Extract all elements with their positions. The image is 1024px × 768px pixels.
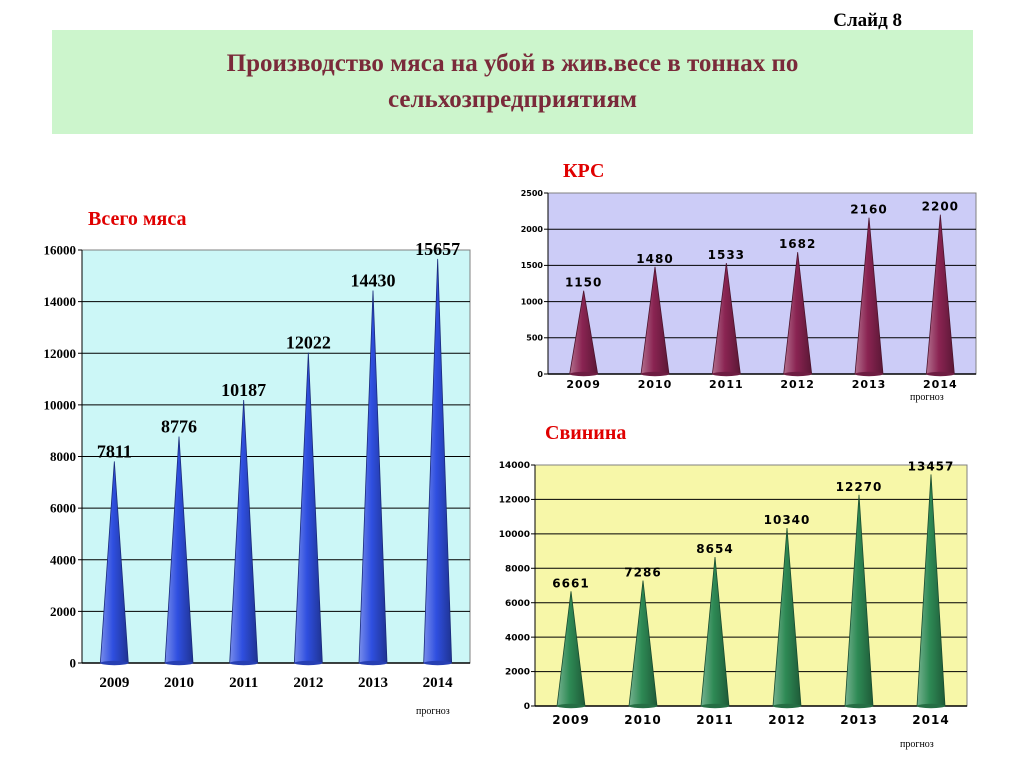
x-tick-label: 2011	[229, 675, 258, 691]
bar-base	[855, 371, 883, 377]
y-tick-label: 0	[70, 656, 77, 671]
y-tick-label: 1500	[521, 261, 544, 270]
bar-base	[629, 703, 657, 709]
x-tick-label: 2010	[638, 378, 673, 391]
y-tick-label: 14000	[44, 294, 77, 309]
y-tick-label: 6000	[50, 501, 76, 516]
y-tick-label: 1000	[521, 297, 544, 306]
data-label: 1682	[779, 237, 816, 251]
data-label: 7286	[624, 566, 661, 580]
y-tick-label: 8000	[50, 449, 76, 464]
forecast-note-total: прогноз	[416, 706, 450, 717]
bar-base	[100, 660, 129, 666]
bar-base	[641, 371, 669, 377]
y-tick-label: 500	[526, 334, 543, 343]
x-tick-label: 2012	[768, 713, 805, 727]
data-label: 2200	[922, 200, 959, 214]
y-tick-label: 14000	[499, 461, 530, 471]
y-tick-label: 0	[537, 370, 543, 379]
x-tick-label: 2009	[566, 378, 601, 391]
y-tick-label: 2500	[521, 189, 544, 198]
y-tick-label: 10000	[499, 530, 530, 540]
data-label: 8654	[696, 542, 733, 556]
data-label: 10340	[764, 513, 811, 527]
bar-base	[845, 703, 873, 709]
data-label: 7811	[97, 441, 132, 461]
page-title: Производство мяса на убой в жив.весе в т…	[226, 50, 799, 113]
x-tick-label: 2014	[423, 675, 454, 691]
bar-base	[712, 371, 741, 377]
x-tick-label: 2010	[624, 713, 661, 727]
chart-title-cattle: КРС	[563, 160, 605, 182]
data-label: 10187	[221, 380, 266, 400]
x-tick-label: 2010	[164, 675, 194, 691]
data-label: 1533	[708, 248, 745, 262]
bar-base	[294, 660, 323, 666]
y-tick-label: 12000	[44, 346, 77, 361]
bar-base	[783, 371, 812, 377]
y-tick-label: 0	[524, 702, 530, 712]
bar-base	[917, 703, 945, 709]
x-tick-label: 2013	[358, 675, 388, 691]
plot-area	[547, 192, 977, 375]
x-tick-label: 2013	[852, 378, 887, 391]
y-tick-label: 4000	[505, 633, 530, 643]
y-tick-label: 2000	[50, 604, 76, 619]
bar-base	[569, 371, 598, 377]
y-tick-label: 10000	[44, 397, 77, 412]
bar-base	[773, 703, 801, 709]
slide-number: Слайд 8	[833, 10, 902, 31]
x-tick-label: 2011	[696, 713, 733, 727]
y-tick-label: 16000	[44, 243, 77, 258]
x-tick-label: 2013	[840, 713, 877, 727]
data-label: 12270	[836, 480, 883, 494]
data-label: 1150	[565, 276, 602, 290]
data-label: 8776	[161, 416, 197, 436]
data-label: 12022	[286, 333, 331, 353]
y-tick-label: 8000	[505, 564, 530, 574]
x-tick-label: 2009	[552, 713, 589, 727]
data-label: 15657	[415, 239, 460, 259]
chart-title-total: Всего мяса	[88, 208, 187, 230]
bar-base	[926, 371, 955, 377]
y-tick-label: 12000	[499, 496, 530, 506]
bar-base	[229, 660, 258, 666]
bar-base	[557, 703, 585, 709]
data-label: 6661	[552, 576, 589, 590]
forecast-note-pork: прогноз	[900, 739, 934, 750]
data-label: 14430	[351, 271, 396, 291]
x-tick-label: 2014	[912, 713, 949, 727]
forecast-note-cattle: прогноз	[910, 392, 944, 403]
title-banner: Производство мяса на убой в жив.весе в т…	[52, 30, 973, 134]
data-label: 1480	[636, 252, 673, 266]
y-tick-label: 2000	[505, 668, 530, 678]
data-label: 2160	[850, 203, 887, 217]
plot-area	[534, 464, 968, 707]
bar-base	[701, 703, 729, 709]
x-tick-label: 2012	[293, 675, 323, 691]
x-tick-label: 2012	[780, 378, 815, 391]
x-tick-label: 2009	[99, 675, 129, 691]
chart-title-pork: Свинина	[545, 422, 627, 444]
bar-base	[165, 660, 193, 666]
bar-base	[359, 660, 387, 666]
x-tick-label: 2014	[923, 378, 958, 391]
data-label: 13457	[908, 459, 955, 473]
y-tick-label: 4000	[50, 552, 76, 567]
bar-base	[423, 660, 452, 666]
y-tick-label: 6000	[505, 599, 530, 609]
x-tick-label: 2011	[709, 378, 744, 391]
y-tick-label: 2000	[521, 225, 544, 234]
